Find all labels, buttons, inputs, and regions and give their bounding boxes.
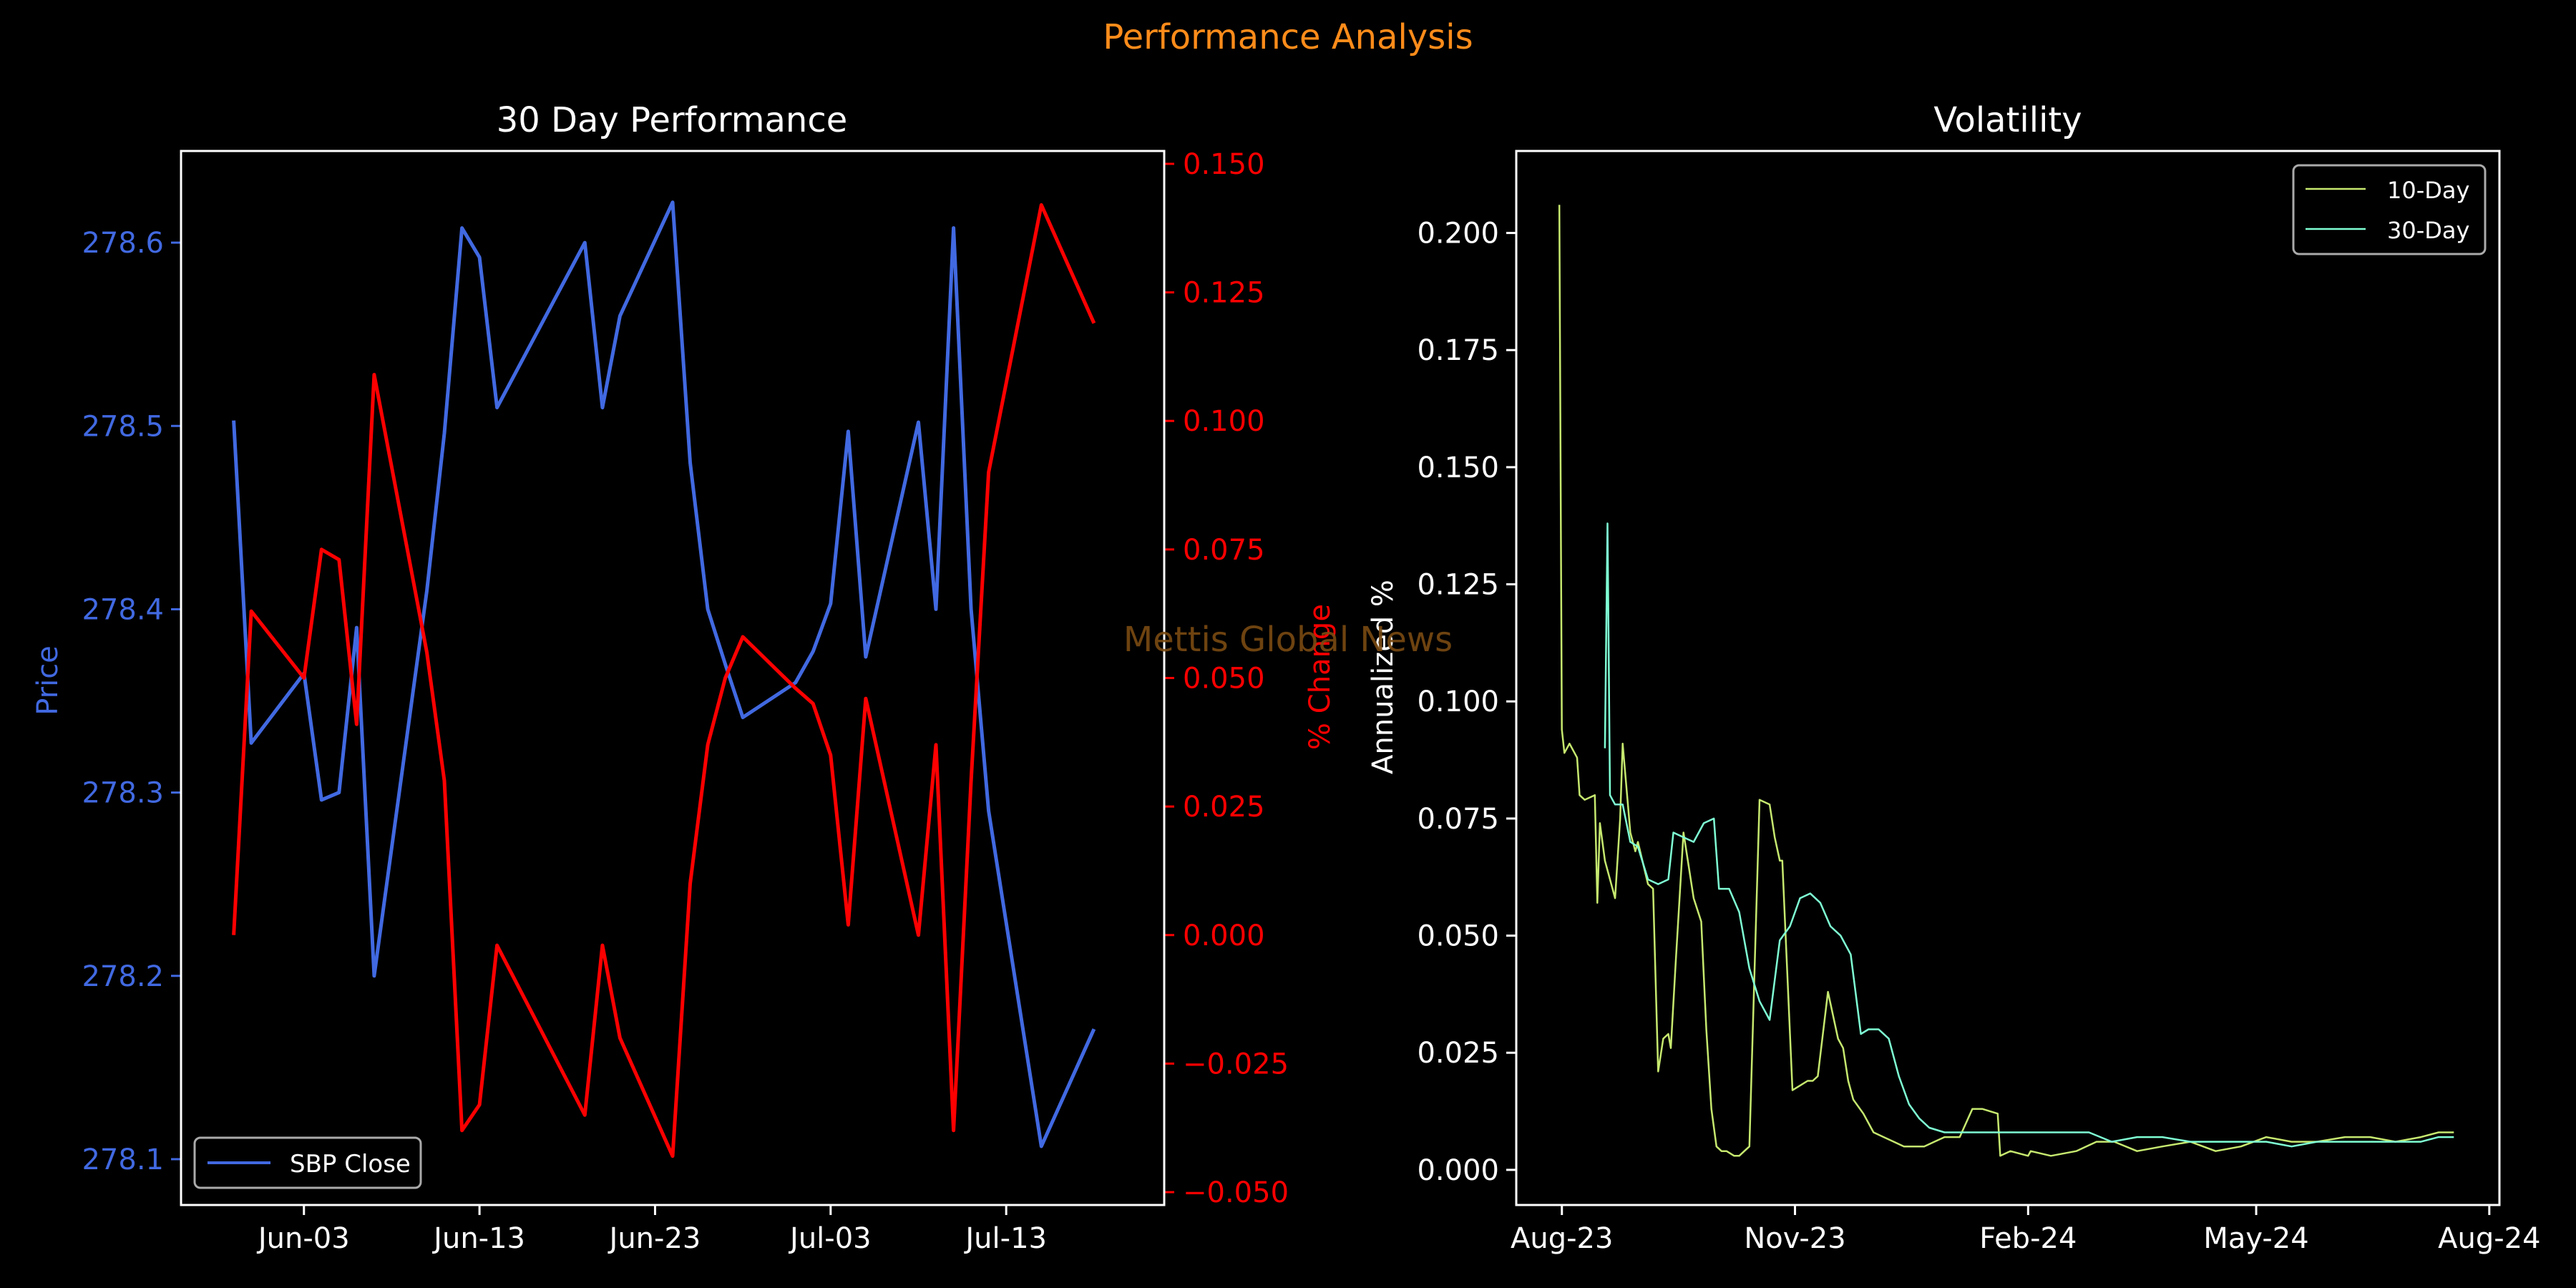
panel-2-axes: Aug-23 Nov-23 Feb-24 May-24 Aug-24 0.000 0.025… xyxy=(1417,218,2540,1255)
watermark-text: Mettis Global News xyxy=(1123,620,1453,660)
y-tick-label: 0.000 xyxy=(1417,1154,1499,1187)
y2-tick-label: 0.150 xyxy=(1183,148,1265,181)
y2-tick-label: 0.125 xyxy=(1183,277,1265,310)
y-tick-label: 0.150 xyxy=(1417,452,1499,484)
y-tick-label: 0.075 xyxy=(1417,803,1499,836)
y2-tick-label: 0.025 xyxy=(1183,791,1265,824)
legend-label-30-day: 30-Day xyxy=(2387,217,2469,244)
x-tick-label: May-24 xyxy=(2203,1222,2308,1255)
y-tick-label: 278.3 xyxy=(82,777,164,810)
y2-tick-label: 0.000 xyxy=(1183,919,1265,952)
x-tick-label: Jun-13 xyxy=(431,1222,525,1255)
y2-tick-label: −0.050 xyxy=(1183,1176,1289,1209)
legend-label-10-day: 10-Day xyxy=(2387,177,2469,204)
series-line-change xyxy=(232,203,1096,1158)
panel-2-legend: 10-Day 30-Day xyxy=(2292,164,2487,255)
y-tick-label: 0.025 xyxy=(1417,1037,1499,1070)
y-tick-label: 0.175 xyxy=(1417,334,1499,367)
y2-tick-label: 0.050 xyxy=(1183,663,1265,696)
x-tick-label: Jul-03 xyxy=(788,1222,872,1255)
x-tick-label: Jun-03 xyxy=(256,1222,350,1255)
panel-2-series xyxy=(1558,205,2454,1157)
panel-1-legend: SBP Close xyxy=(193,1136,422,1189)
y-tick-label: 278.2 xyxy=(82,960,164,993)
panel-1-frame xyxy=(180,150,1166,1206)
panel-2-title: Volatility xyxy=(1933,100,2082,140)
panel-1-y2-axis-label: % Change xyxy=(1304,604,1337,750)
panel-2-y-axis-label: Annualized % xyxy=(1367,580,1400,774)
panel-2-frame xyxy=(1515,150,2501,1206)
y-tick-label: 0.200 xyxy=(1417,218,1499,250)
panel-30-day-performance: 30 Day Performance Price % Change Jun-03… xyxy=(31,100,1337,1255)
x-tick-label: Jul-13 xyxy=(963,1222,1047,1255)
y2-tick-label: −0.025 xyxy=(1183,1048,1289,1080)
figure-title: Performance Analysis xyxy=(1103,17,1473,57)
x-tick-label: Nov-23 xyxy=(1744,1222,1845,1255)
panel-1-series xyxy=(232,200,1096,1158)
legend-box xyxy=(193,1136,422,1189)
x-tick-label: Feb-24 xyxy=(1979,1222,2077,1255)
y-tick-label: 0.050 xyxy=(1417,920,1499,953)
y-tick-label: 0.125 xyxy=(1417,569,1499,602)
y2-tick-label: 0.100 xyxy=(1183,405,1265,438)
series-line-30-day xyxy=(1604,522,2454,1148)
panel-1-axes: Jun-03 Jun-13 Jun-23 Jul-03 Jul-13 278.1 278.2… xyxy=(82,148,1289,1255)
y-tick-label: 278.5 xyxy=(82,410,164,443)
x-tick-label: Aug-24 xyxy=(2438,1222,2540,1255)
y-tick-label: 0.100 xyxy=(1417,686,1499,718)
x-tick-label: Aug-23 xyxy=(1511,1222,1613,1255)
x-tick-label: Jun-23 xyxy=(608,1222,701,1255)
y-tick-label: 278.1 xyxy=(82,1143,164,1176)
y-tick-label: 278.6 xyxy=(82,227,164,260)
panel-1-title: 30 Day Performance xyxy=(497,100,848,140)
y2-tick-label: 0.075 xyxy=(1183,534,1265,567)
legend-label-sbp-close: SBP Close xyxy=(290,1150,411,1179)
panel-volatility: Volatility Annualized % Aug-23 Nov-23 Feb-… xyxy=(1367,100,2541,1255)
legend-box xyxy=(2292,164,2487,255)
y-tick-label: 278.4 xyxy=(82,593,164,626)
panel-1-y-axis-label: Price xyxy=(31,645,64,716)
